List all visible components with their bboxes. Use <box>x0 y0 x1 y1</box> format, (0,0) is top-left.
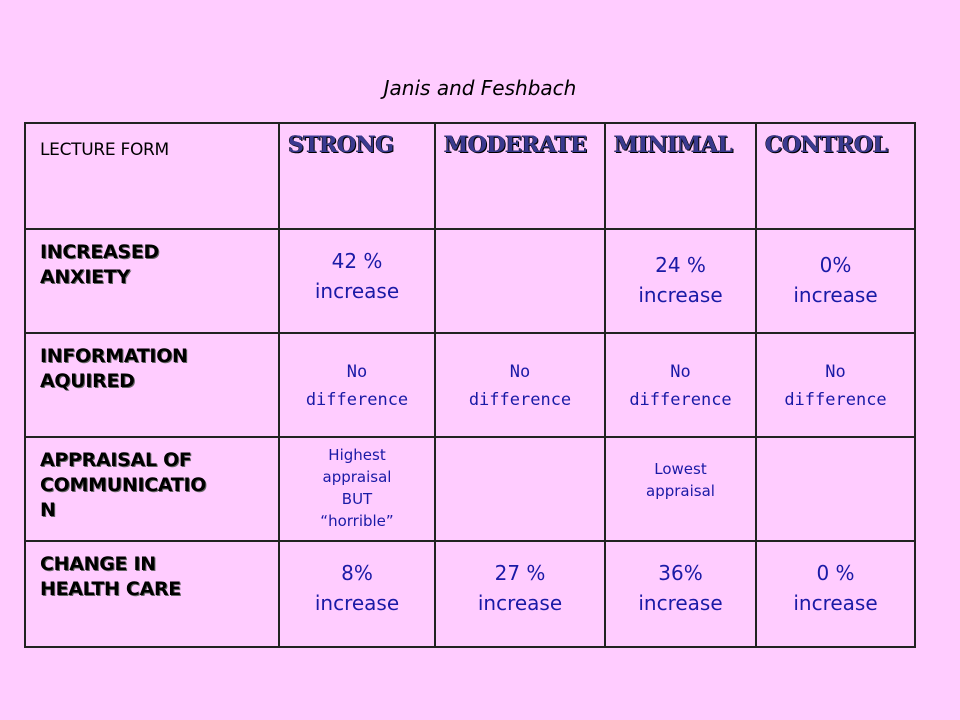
table-cell <box>755 436 916 542</box>
corner-cell: LECTURE FORM <box>24 122 280 230</box>
table-row: APPRAISAL OF COMMUNICATIO N Highest apprais… <box>24 436 916 542</box>
table-cell: 0 % increase <box>755 540 916 648</box>
table-cell: 8% increase <box>278 540 436 648</box>
row-label: CHANGE IN HEALTH CARE <box>40 553 181 600</box>
table-row: INCREASED ANXIETY 42 % increase 24 % increa… <box>24 228 916 334</box>
table-cell: 0% increase <box>755 228 916 334</box>
table-cell: 36% increase <box>604 540 757 648</box>
row-label-cell: CHANGE IN HEALTH CARE <box>24 540 280 648</box>
column-header-moderate: MODERATE <box>434 122 606 230</box>
results-table: LECTURE FORM STRONG MODERATE MINIMAL CON… <box>24 122 916 648</box>
cell-value: 42 % increase <box>314 249 400 303</box>
table-cell: No difference <box>755 332 916 438</box>
table-cell: Highest appraisal BUT “horrible” <box>278 436 436 542</box>
corner-label: LECTURE FORM <box>40 140 169 160</box>
column-header-label: MODERATE <box>444 132 587 158</box>
cell-value: 24 % increase <box>638 253 723 307</box>
cell-value: Lowest appraisal <box>646 460 715 500</box>
table-cell: No difference <box>434 332 606 438</box>
cell-value: No difference <box>784 362 887 410</box>
column-header-control: CONTROL <box>755 122 916 230</box>
row-label-cell: APPRAISAL OF COMMUNICATIO N <box>24 436 280 542</box>
cell-value: 0 % increase <box>793 561 878 615</box>
header-row: LECTURE FORM STRONG MODERATE MINIMAL CON… <box>24 122 916 230</box>
cell-value: 8% increase <box>314 561 400 615</box>
cell-value: 36% increase <box>638 561 723 615</box>
table-cell: Lowest appraisal <box>604 436 757 542</box>
table-row: INFORMATION AQUIRED No difference No differ… <box>24 332 916 438</box>
cell-value: Highest appraisal BUT “horrible” <box>320 446 394 530</box>
row-label: INFORMATION AQUIRED <box>40 345 188 392</box>
cell-value: 27 % increase <box>477 561 563 615</box>
column-header-minimal: MINIMAL <box>604 122 757 230</box>
cell-value: No difference <box>305 362 409 410</box>
table-cell: No difference <box>278 332 436 438</box>
table-cell <box>434 436 606 542</box>
column-header-label: CONTROL <box>765 132 888 158</box>
column-header-strong: STRONG <box>278 122 436 230</box>
row-label-cell: INCREASED ANXIETY <box>24 228 280 334</box>
table-cell: 24 % increase <box>604 228 757 334</box>
table-cell <box>434 228 606 334</box>
row-label: INCREASED ANXIETY <box>40 241 159 288</box>
column-header-label: STRONG <box>288 132 394 158</box>
table-row: CHANGE IN HEALTH CARE 8% increase 27 % incr… <box>24 540 916 648</box>
table-cell: No difference <box>604 332 757 438</box>
table-cell: 42 % increase <box>278 228 436 334</box>
cell-value: No difference <box>629 362 732 410</box>
table-cell: 27 % increase <box>434 540 606 648</box>
row-label-cell: INFORMATION AQUIRED <box>24 332 280 438</box>
slide-subtitle: Janis and Feshbach <box>383 76 577 100</box>
row-label: APPRAISAL OF COMMUNICATIO N <box>40 449 207 521</box>
cell-value: No difference <box>468 362 572 410</box>
cell-value: 0% increase <box>793 253 878 307</box>
column-header-label: MINIMAL <box>614 132 733 158</box>
